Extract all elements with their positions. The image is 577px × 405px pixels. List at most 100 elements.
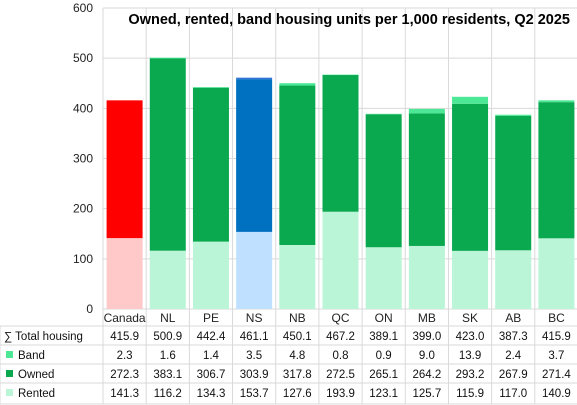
table-cell-owned: 383.1 [153,369,182,381]
total-value: 500.9 [153,331,182,343]
table-cell-rented: 193.9 [326,388,355,400]
total-value: 423.0 [456,331,485,343]
bar-band-pe [192,87,229,88]
x-category-label: NB [289,311,306,325]
y-tick-label: 400 [73,101,93,115]
x-category-label: SK [462,311,478,325]
bar-rented-ns [236,231,273,309]
totals-row-label: ∑ Total housing [4,331,83,343]
x-category-label: MB [418,311,436,325]
table-cell-rented: 125.7 [412,388,441,400]
bar-band-nl [149,57,186,59]
bar-owned-ns [236,79,273,232]
legend-swatch-owned [6,370,13,377]
bar-rented-canada [106,238,143,309]
x-category-label: BC [548,311,565,325]
x-category-label: AB [505,311,521,325]
x-category-label: PE [203,311,219,325]
bar-band-sk [452,96,489,104]
bar-band-nb [279,83,316,86]
bar-rented-pe [192,241,229,309]
total-value: 399.0 [412,331,441,343]
total-value: 442.4 [197,331,226,343]
bar-rented-nb [279,244,316,309]
x-category-label: Canada [104,311,146,325]
bar-owned-sk [452,103,489,251]
legend-swatch-rented [6,389,13,396]
y-tick-label: 300 [73,152,93,166]
table-cell-owned: 272.5 [326,369,355,381]
bar-rented-bc [538,238,575,309]
total-value: 467.2 [326,331,355,343]
x-category-label: QC [332,311,350,325]
x-category-label: ON [375,311,393,325]
table-cell-band: 13.9 [459,350,481,362]
table-cell-owned: 265.1 [369,369,398,381]
bar-rented-ab [495,250,532,309]
table-cell-rented: 134.3 [197,388,226,400]
data-table: Canada 415.9 2.3 272.3 141.3 NL 500.9 1.6 383.1 1… [0,311,577,405]
table-cell-owned: 317.8 [283,369,312,381]
total-value: 389.1 [369,331,398,343]
table-cell-band: 2.3 [117,350,133,362]
x-category-label: NL [160,311,176,325]
bar-rented-nl [149,250,186,309]
bar-owned-nb [279,85,316,245]
legend-swatch-band [6,351,13,358]
table-cell-owned: 272.3 [110,369,139,381]
stacked-bars [106,57,575,309]
y-tick-label: 0 [86,302,93,316]
bar-owned-bc [538,102,575,239]
bar-owned-on [365,114,402,248]
bar-band-ab [495,114,532,116]
bar-owned-ab [495,115,532,251]
chart-title: Owned, rented, band housing units per 1,… [128,12,570,28]
table-cell-owned: 271.4 [542,369,571,381]
y-tick-label: 100 [73,252,93,266]
x-category-label: NS [246,311,263,325]
y-tick-label: 500 [73,51,93,65]
total-value: 450.1 [283,331,312,343]
total-value: 387.3 [499,331,528,343]
bar-owned-nl [149,58,186,251]
bar-rented-qc [322,211,359,309]
table-cell-band: 3.7 [548,350,564,362]
table-cell-band: 0.8 [333,350,349,362]
table-cell-rented: 117.0 [499,388,527,400]
bar-owned-mb [408,113,445,246]
total-value: 461.1 [240,331,269,343]
table-cell-band: 4.8 [289,350,305,362]
table-cell-owned: 303.9 [240,369,269,381]
row-label-owned: Owned [18,369,54,381]
bar-rented-sk [452,250,489,309]
y-axis-ticks: 0 100 200 300 400 500 600 [73,1,93,316]
total-value: 415.9 [542,331,571,343]
table-cell-rented: 116.2 [154,388,182,400]
bar-rented-mb [408,245,445,309]
bar-owned-pe [192,87,229,242]
row-label-band: Band [18,350,45,362]
bar-owned-canada [106,101,143,239]
table-cell-band: 9.0 [419,350,435,362]
y-tick-label: 600 [73,1,93,15]
bar-rented-on [365,247,402,309]
table-cell-owned: 267.9 [499,369,528,381]
bar-band-canada [106,100,143,102]
row-label-rented: Rented [18,388,55,400]
table-cell-band: 1.6 [160,350,176,362]
y-tick-label: 200 [73,202,93,216]
table-cell-rented: 140.9 [542,388,571,400]
table-cell-rented: 153.7 [240,388,269,400]
bar-owned-qc [322,75,359,212]
table-cell-band: 1.4 [203,350,220,362]
table-cell-band: 0.9 [376,350,392,362]
bar-band-mb [408,108,445,114]
table-cell-owned: 264.2 [412,369,441,381]
table-cell-rented: 123.1 [369,388,398,400]
bar-band-bc [538,100,575,103]
table-cell-rented: 127.6 [283,388,312,400]
table-cell-rented: 115.9 [456,388,484,400]
bar-band-ns [236,77,273,80]
total-value: 415.9 [110,331,139,343]
